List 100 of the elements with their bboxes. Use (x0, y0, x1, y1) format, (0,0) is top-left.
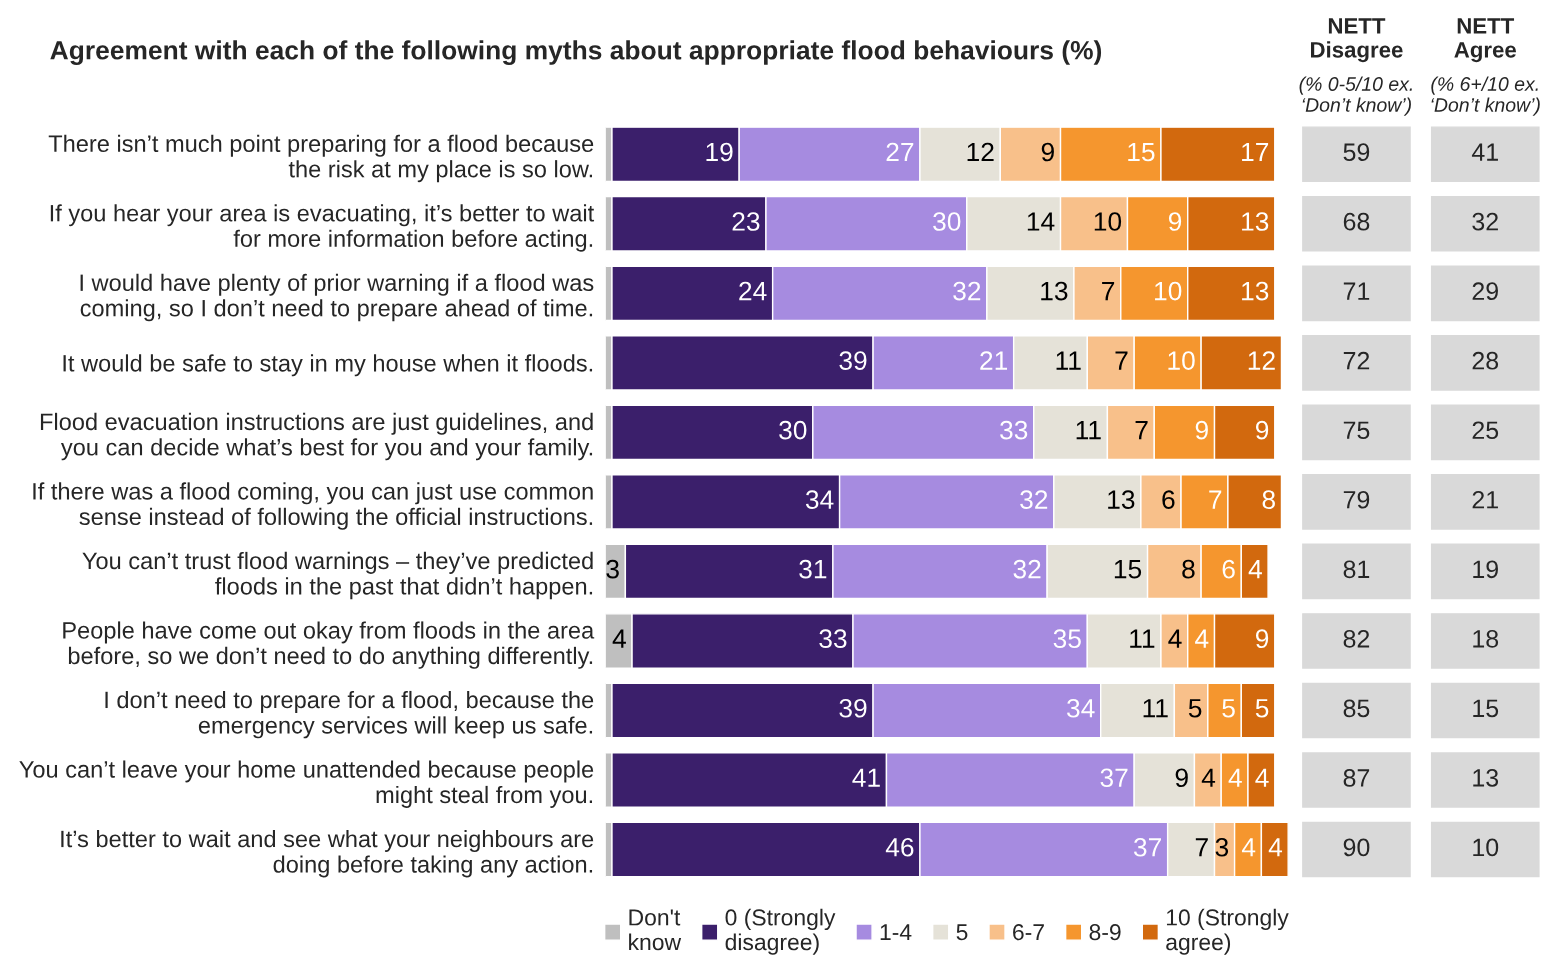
data-label: 10 (1168, 351, 1195, 370)
legend-label: 5 (956, 924, 968, 941)
data-label: 17 (1242, 142, 1269, 162)
data-label: 9 (1255, 420, 1269, 440)
y-tick-label: People have come out okay from floods in the area before, so we don’t need to do anything differently. (63, 621, 595, 669)
data-label: 13 (1242, 212, 1269, 231)
data-label: 31 (799, 559, 827, 579)
chart-title: Agreement with each of the following myths about appropriate flood behaviours (%) (50, 40, 1102, 65)
data-label: 4 (1241, 838, 1256, 857)
data-label: 90 (1343, 838, 1370, 857)
data-label: 4 (1168, 629, 1182, 648)
data-label: 21 (1472, 490, 1498, 509)
data-label: 59 (1343, 143, 1370, 161)
data-label: 41 (1471, 143, 1498, 161)
data-label: 3 (606, 559, 619, 579)
data-label: 34 (805, 490, 834, 509)
data-label: 79 (1343, 490, 1370, 509)
data-label: 30 (933, 212, 961, 231)
y-tick-label: If there was a flood coming, you can just use common sense instead of following the official instructions. (33, 482, 593, 530)
data-label: 39 (839, 351, 867, 370)
text: NETT Disagree (1311, 18, 1403, 63)
data-label: 37 (1100, 768, 1128, 788)
data-label: 10 (1094, 212, 1122, 231)
legend-label: 10 (Strongly agree) (1166, 908, 1289, 955)
y-tick-label: You can’t leave your home unattended because people might steal from you. (19, 760, 594, 808)
data-label: 71 (1343, 282, 1370, 300)
data-label: 35 (1053, 629, 1081, 649)
y-tick-label: Flood evacuation instructions are just guidelines, and you can decide what’s best for you and your family. (40, 412, 593, 461)
y-tick-label: It’s better to wait and see what your neighbours are doing before taking any action. (61, 829, 594, 878)
data-label: 9 (1195, 420, 1208, 440)
data-label: 9 (1175, 768, 1188, 788)
data-label: 41 (852, 768, 880, 787)
legend-label: 1-4 (880, 924, 912, 941)
data-label: 23 (732, 212, 760, 231)
data-label: 34 (1067, 698, 1095, 718)
data-label: 5 (1255, 699, 1269, 718)
legend-label: 6-7 (1013, 924, 1044, 941)
data-label: 12 (1248, 351, 1275, 370)
y-tick-label: I don’t need to prepare for a flood, because the emergency services will keep us safe. (105, 690, 594, 739)
y-tick-label: If you hear your area is evacuating, it’s better to wait for more information before acting. (50, 204, 595, 252)
data-label: 72 (1343, 351, 1370, 370)
data-label: 25 (1472, 421, 1499, 440)
data-label: 18 (1473, 629, 1499, 648)
data-label: 5 (1222, 699, 1235, 718)
data-label: 33 (819, 629, 847, 649)
legend-label: 0 (Strongly disagree) (725, 908, 836, 955)
legend-label: 8-9 (1089, 924, 1121, 941)
data-label: 7 (1135, 421, 1148, 440)
data-label: 10 (1155, 281, 1182, 301)
data-label: 6 (1162, 490, 1175, 509)
data-label: 3 (1215, 837, 1229, 857)
data-label: 24 (739, 281, 767, 301)
y-tick-label: You can’t trust flood warnings – they’ve predicted floods in the past that didn’t happen. (82, 551, 593, 600)
data-label: 39 (839, 698, 867, 718)
data-label: 8 (1182, 559, 1195, 579)
data-label: 4 (1201, 768, 1216, 787)
data-label: 15 (1473, 699, 1499, 718)
data-label: 33 (1000, 420, 1028, 440)
data-label: 37 (1133, 837, 1161, 857)
data-label: 82 (1343, 629, 1370, 648)
data-label: 28 (1472, 351, 1499, 370)
data-label: 85 (1343, 699, 1370, 718)
data-label: 75 (1343, 421, 1370, 440)
data-label: 29 (1472, 282, 1498, 301)
data-label: 11 (1143, 699, 1168, 718)
data-label: 46 (885, 837, 914, 857)
data-label: 13 (1041, 281, 1068, 301)
data-label: 10 (1473, 838, 1499, 857)
data-label: 32 (1020, 490, 1048, 509)
data-label: 32 (1013, 559, 1041, 579)
data-label: 7 (1195, 838, 1208, 857)
data-label: 81 (1343, 560, 1370, 579)
data-label: 4 (1255, 768, 1269, 787)
data-label: 4 (1228, 768, 1242, 787)
data-label: 7 (1115, 351, 1128, 370)
data-label: 21 (980, 351, 1008, 370)
data-label: 68 (1343, 212, 1370, 231)
data-label: 4 (1268, 838, 1283, 857)
data-label: 8 (1262, 490, 1275, 509)
data-label: 5 (1188, 699, 1202, 718)
data-label: 12 (967, 142, 994, 162)
data-label: 11 (1056, 351, 1081, 370)
text: NETT Agree (1454, 18, 1516, 63)
legend-label: Don't know (629, 909, 682, 951)
text: (% 0-5/10 ex. ‘Don’t know’) (1299, 76, 1412, 116)
data-label: 7 (1209, 490, 1222, 509)
data-label: 11 (1076, 421, 1101, 440)
data-label: 19 (1473, 560, 1498, 579)
data-label: 9 (1041, 142, 1054, 162)
data-label: 11 (1130, 629, 1155, 648)
y-tick-label: It would be safe to stay in my house when it floods. (63, 354, 593, 377)
data-label: 87 (1343, 769, 1370, 787)
y-tick-label: There isn’t much point preparing for a flood because the risk at my place is so low. (48, 134, 594, 183)
data-label: 9 (1168, 212, 1182, 231)
data-label: 32 (953, 281, 981, 301)
data-label: 13 (1473, 769, 1499, 787)
data-label: 13 (1242, 281, 1269, 301)
data-label: 27 (886, 142, 914, 162)
data-label: 7 (1102, 281, 1115, 301)
data-label: 14 (1027, 212, 1055, 231)
